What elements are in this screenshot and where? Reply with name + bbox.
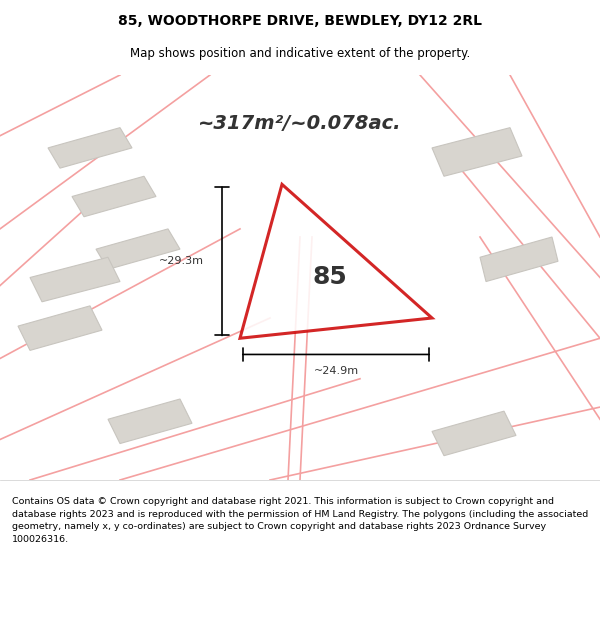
Polygon shape [108,399,192,444]
Text: ~24.9m: ~24.9m [313,366,359,376]
Polygon shape [480,237,558,281]
Text: ~29.3m: ~29.3m [159,256,204,266]
Text: ~317m²/~0.078ac.: ~317m²/~0.078ac. [198,114,402,133]
Text: Map shows position and indicative extent of the property.: Map shows position and indicative extent… [130,48,470,61]
Polygon shape [72,176,156,217]
Polygon shape [48,127,132,168]
Text: Contains OS data © Crown copyright and database right 2021. This information is : Contains OS data © Crown copyright and d… [12,498,588,544]
Polygon shape [432,411,516,456]
Polygon shape [30,258,120,302]
Polygon shape [240,184,432,338]
Polygon shape [96,229,180,269]
Polygon shape [432,127,522,176]
Text: 85, WOODTHORPE DRIVE, BEWDLEY, DY12 2RL: 85, WOODTHORPE DRIVE, BEWDLEY, DY12 2RL [118,14,482,28]
Polygon shape [18,306,102,351]
Text: 85: 85 [313,266,347,289]
